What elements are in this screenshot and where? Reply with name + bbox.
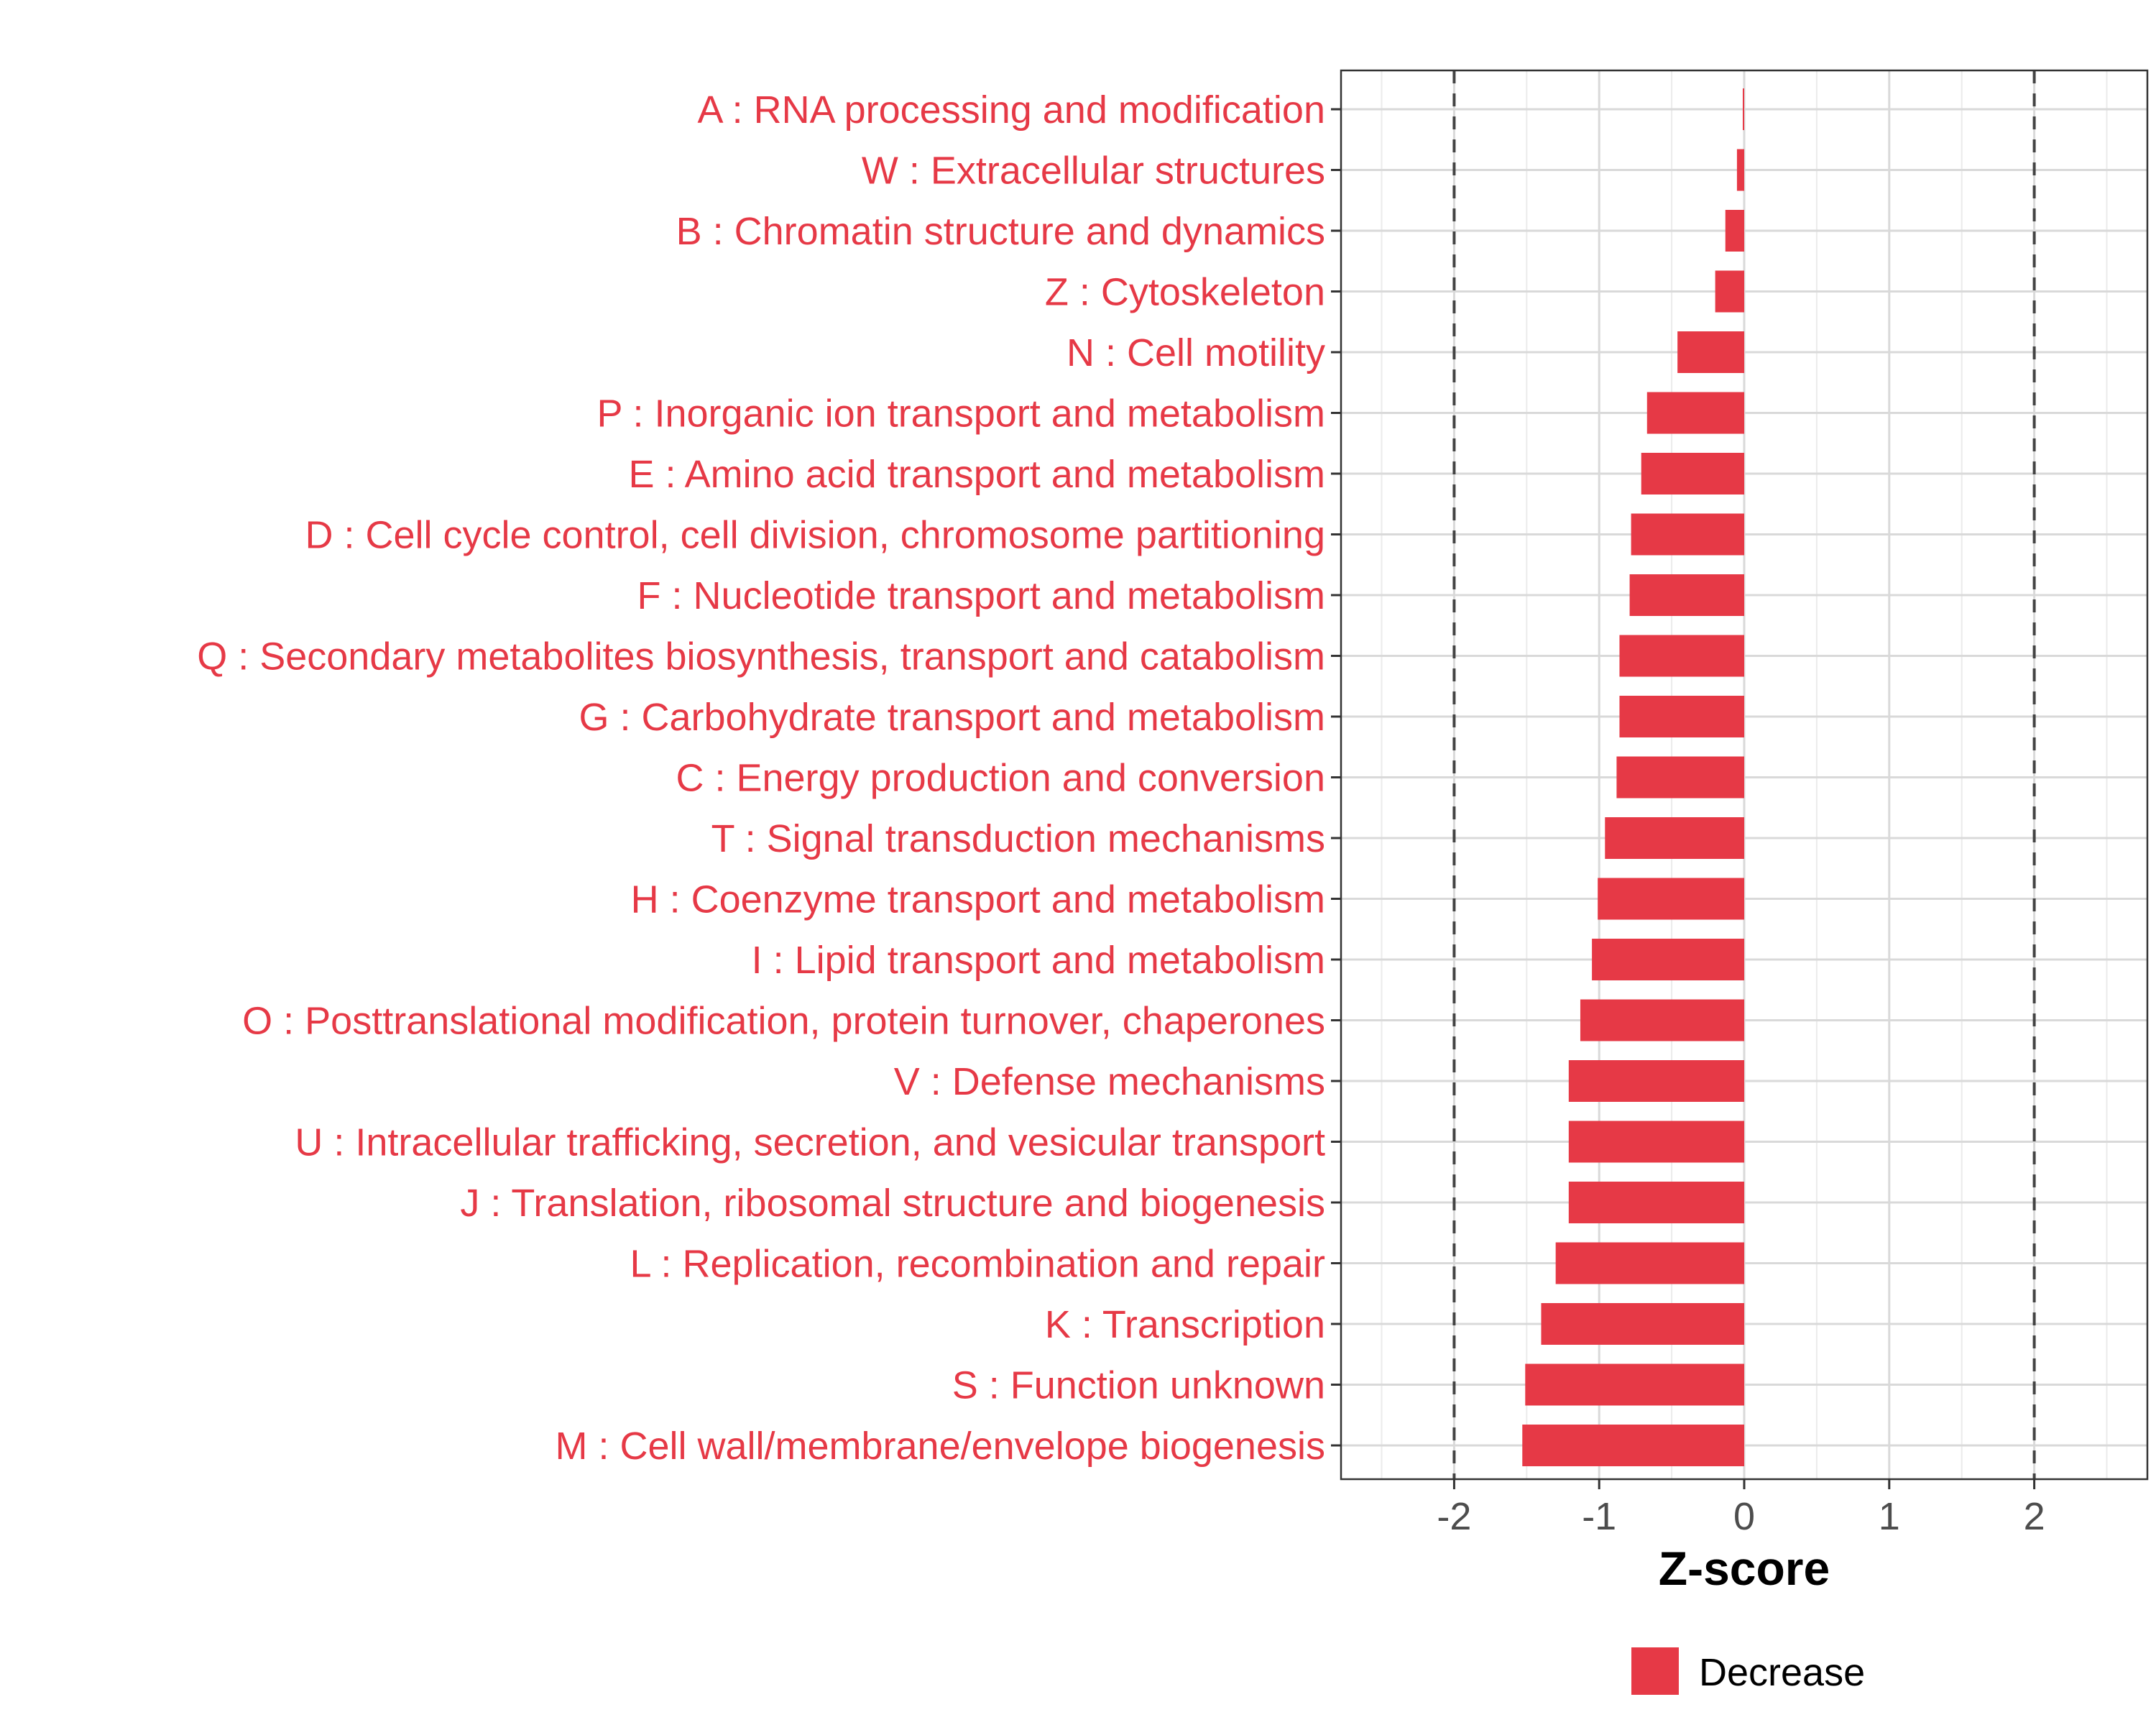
category-label: O : Posttranslational modification, prot… <box>242 1000 1325 1043</box>
x-tick-label: 0 <box>1733 1495 1755 1538</box>
category-labels: A : RNA processing and modification W : E… <box>197 88 1325 1468</box>
category-label: P : Inorganic ion transport and metaboli… <box>596 392 1325 436</box>
bar <box>1568 1060 1744 1102</box>
bar <box>1677 331 1744 373</box>
bar <box>1619 635 1744 677</box>
bars <box>1522 88 1744 1466</box>
x-tick-label: 1 <box>1879 1495 1900 1538</box>
bar <box>1736 149 1744 191</box>
category-label: M : Cell wall/membrane/envelope biogenes… <box>555 1425 1325 1468</box>
category-label: U : Intracellular trafficking, secretion… <box>295 1121 1325 1164</box>
bar <box>1568 1182 1744 1223</box>
category-label: S : Function unknown <box>952 1364 1325 1407</box>
x-axis-title: Z-score <box>1659 1542 1830 1595</box>
category-label: A : RNA processing and modification <box>698 88 1325 132</box>
category-label: V : Defense mechanisms <box>894 1060 1325 1103</box>
bar <box>1592 939 1744 980</box>
bar <box>1580 999 1744 1041</box>
category-label: F : Nucleotide transport and metabolism <box>637 574 1325 617</box>
category-label: K : Transcription <box>1045 1303 1325 1346</box>
bar <box>1598 878 1744 920</box>
y-ticks <box>1331 108 1341 1447</box>
category-label: E : Amino acid transport and metabolism <box>629 453 1325 496</box>
legend-swatch <box>1631 1647 1679 1695</box>
legend-label: Decrease <box>1699 1651 1865 1694</box>
category-label: D : Cell cycle control, cell division, c… <box>305 514 1325 557</box>
category-label: L : Replication, recombination and repai… <box>630 1243 1325 1286</box>
x-tick-labels: -2 -1 0 1 2 <box>1437 1495 2045 1538</box>
x-tick-label: -2 <box>1437 1495 1471 1538</box>
bar <box>1555 1242 1744 1284</box>
category-label: J : Translation, ribosomal structure and… <box>460 1182 1325 1225</box>
bar <box>1742 88 1744 130</box>
bar <box>1629 574 1744 616</box>
category-label: W : Extracellular structures <box>862 150 1325 193</box>
category-label: N : Cell motility <box>1067 331 1325 374</box>
bar <box>1605 817 1744 859</box>
category-label: T : Signal transduction mechanisms <box>711 817 1325 860</box>
bar <box>1631 513 1744 556</box>
category-label: B : Chromatin structure and dynamics <box>676 210 1325 253</box>
bar <box>1525 1363 1744 1406</box>
x-ticks <box>1452 1479 2036 1489</box>
bar <box>1715 270 1744 313</box>
reference-lines <box>1452 70 2036 1479</box>
x-tick-label: 2 <box>2024 1495 2045 1538</box>
bar <box>1619 696 1744 737</box>
bar <box>1725 210 1744 252</box>
category-label: Q : Secondary metabolites biosynthesis, … <box>197 635 1325 678</box>
legend: Decrease <box>1631 1647 1865 1695</box>
category-label: H : Coenzyme transport and metabolism <box>631 878 1325 921</box>
x-tick-label: -1 <box>1582 1495 1616 1538</box>
bar <box>1641 453 1744 494</box>
bar <box>1541 1303 1744 1345</box>
category-label: Z : Cytoskeleton <box>1045 271 1325 314</box>
category-label: I : Lipid transport and metabolism <box>752 939 1325 982</box>
bar <box>1522 1425 1744 1466</box>
bar <box>1646 392 1744 434</box>
category-label: C : Energy production and conversion <box>676 757 1325 800</box>
bar <box>1616 756 1744 799</box>
bar <box>1568 1121 1744 1163</box>
category-label: G : Carbohydrate transport and metabolis… <box>579 696 1326 739</box>
